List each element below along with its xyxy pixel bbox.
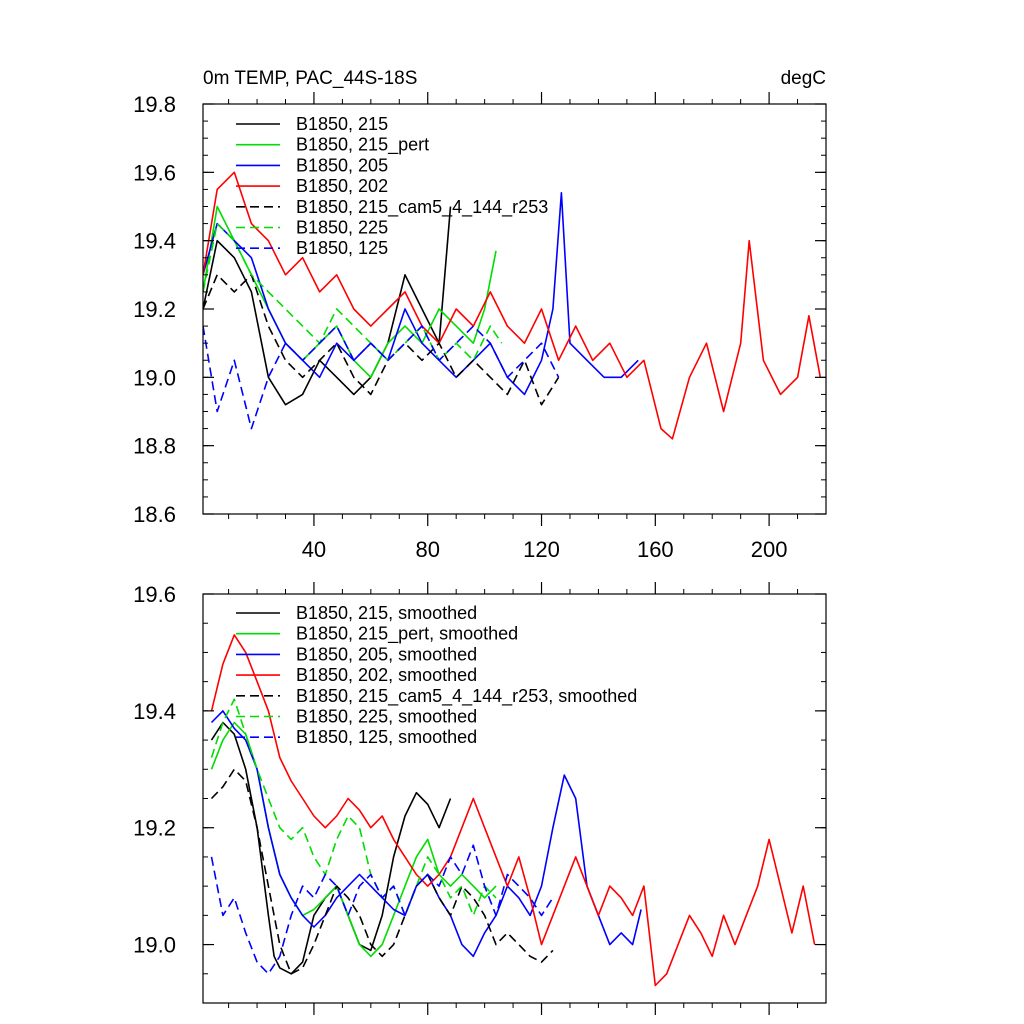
- legend-label-5: B1850, 215_cam5_4_144_r253: [296, 197, 548, 218]
- legend-label-7: B1850, 125: [296, 238, 388, 258]
- series-line-4: [210, 634, 816, 987]
- series-line-3: [210, 710, 642, 958]
- y-tick-label: 19.2: [133, 297, 176, 322]
- y-tick-label: 19.0: [133, 933, 176, 958]
- y-tick-label: 19.6: [133, 160, 176, 185]
- legend-label-1: B1850, 215, smoothed: [296, 603, 477, 623]
- series-line-6: [203, 222, 503, 362]
- y-tick-label: 19.4: [133, 229, 176, 254]
- series-line-4: [203, 171, 822, 440]
- legend-label-2: B1850, 215_pert: [296, 135, 429, 156]
- x-tick-label: 160: [637, 537, 674, 562]
- legend-label-7: B1850, 125, smoothed: [296, 727, 477, 747]
- y-tick-label: 18.6: [133, 502, 176, 527]
- legend-label-4: B1850, 202, smoothed: [296, 665, 477, 685]
- legend-label-3: B1850, 205: [296, 155, 388, 175]
- legend-label-3: B1850, 205, smoothed: [296, 644, 477, 664]
- series-line-7: [203, 325, 560, 430]
- series-line-1: [210, 721, 452, 975]
- series-line-5: [203, 273, 560, 406]
- x-tick-label: 40: [302, 537, 326, 562]
- x-tick-label: 200: [751, 537, 788, 562]
- y-tick-label: 19.0: [133, 365, 176, 390]
- legend-label-5: B1850, 215_cam5_4_144_r253, smoothed: [296, 686, 637, 707]
- y-tick-label: 18.8: [133, 434, 176, 459]
- top-panel: 0m TEMP, PAC_44S-18S degC 18.6 18.8 19.0 19…: [133, 68, 827, 562]
- x-tick-label: 120: [523, 537, 560, 562]
- series-line-7: [210, 844, 554, 975]
- series-line-5: [210, 768, 554, 975]
- chart-title: 0m TEMP, PAC_44S-18S: [203, 68, 417, 89]
- legend-label-6: B1850, 225: [296, 218, 388, 238]
- legend-label-2: B1850, 215_pert, smoothed: [296, 624, 518, 645]
- series-line-1: [203, 206, 452, 406]
- legend-label-6: B1850, 225, smoothed: [296, 707, 477, 727]
- series-line-6: [210, 698, 497, 917]
- x-tick-label: 80: [415, 537, 439, 562]
- legend-label-1: B1850, 215: [296, 114, 388, 134]
- y-tick-label: 19.8: [133, 92, 176, 117]
- legend-label-4: B1850, 202: [296, 176, 388, 196]
- y-tick-label: 19.2: [133, 816, 176, 841]
- y-tick-label: 19.6: [133, 582, 176, 607]
- y-tick-label: 19.4: [133, 699, 176, 724]
- units-label: degC: [781, 68, 826, 89]
- series-line-3: [203, 192, 639, 396]
